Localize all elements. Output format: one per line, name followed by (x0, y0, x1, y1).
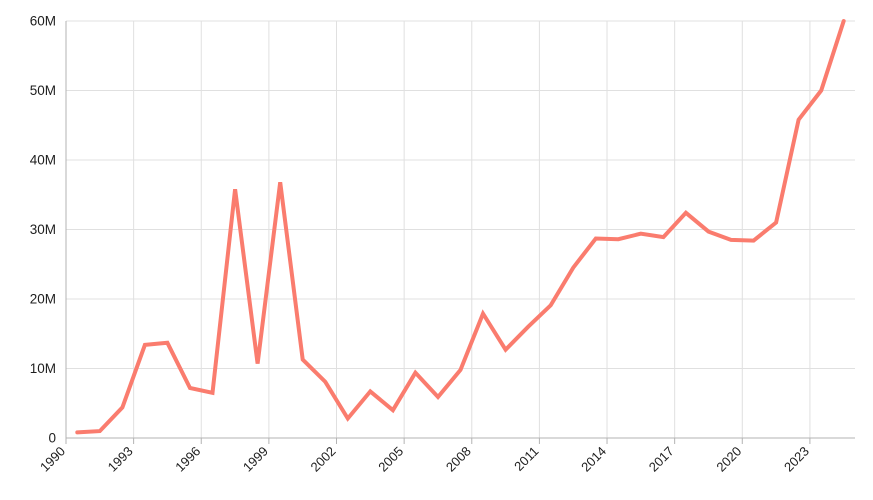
x-axis-tick-label: 2002 (308, 444, 339, 475)
x-axis-tick-label: 2017 (646, 444, 677, 475)
x-axis-tick-label: 2020 (713, 444, 744, 475)
axis-labels-group: 0 10M 20M 30M 40M 50M 60M 1990 1993 1996 1999 2002 2… (30, 14, 812, 475)
y-axis-tick-label: 10M (30, 361, 56, 376)
y-axis-tick-label: 20M (30, 292, 56, 307)
y-axis-tick-label: 30M (30, 222, 56, 237)
x-axis-tick-label: 2023 (781, 444, 812, 475)
x-axis-tick-label: 2014 (578, 444, 609, 475)
x-axis-tick-label: 2008 (443, 444, 474, 475)
y-axis-tick-label: 50M (30, 83, 56, 98)
y-axis-tick-label: 60M (30, 14, 56, 29)
x-axis-tick-label: 1990 (37, 444, 68, 475)
series-group (75, 19, 846, 435)
x-axis-tick-label: 1999 (240, 444, 271, 475)
x-axis-tick-label: 1996 (172, 444, 203, 475)
x-axis-tick-label: 2011 (511, 444, 541, 474)
gridlines-group (65, 20, 855, 438)
x-axis-tick-label: 2005 (375, 444, 406, 475)
x-axis-tick-label: 1993 (105, 444, 136, 475)
y-axis-tick-label: 0 (48, 431, 56, 446)
series-line[interactable] (75, 19, 846, 435)
axes-group (65, 21, 855, 444)
y-axis-tick-label: 40M (30, 153, 56, 168)
